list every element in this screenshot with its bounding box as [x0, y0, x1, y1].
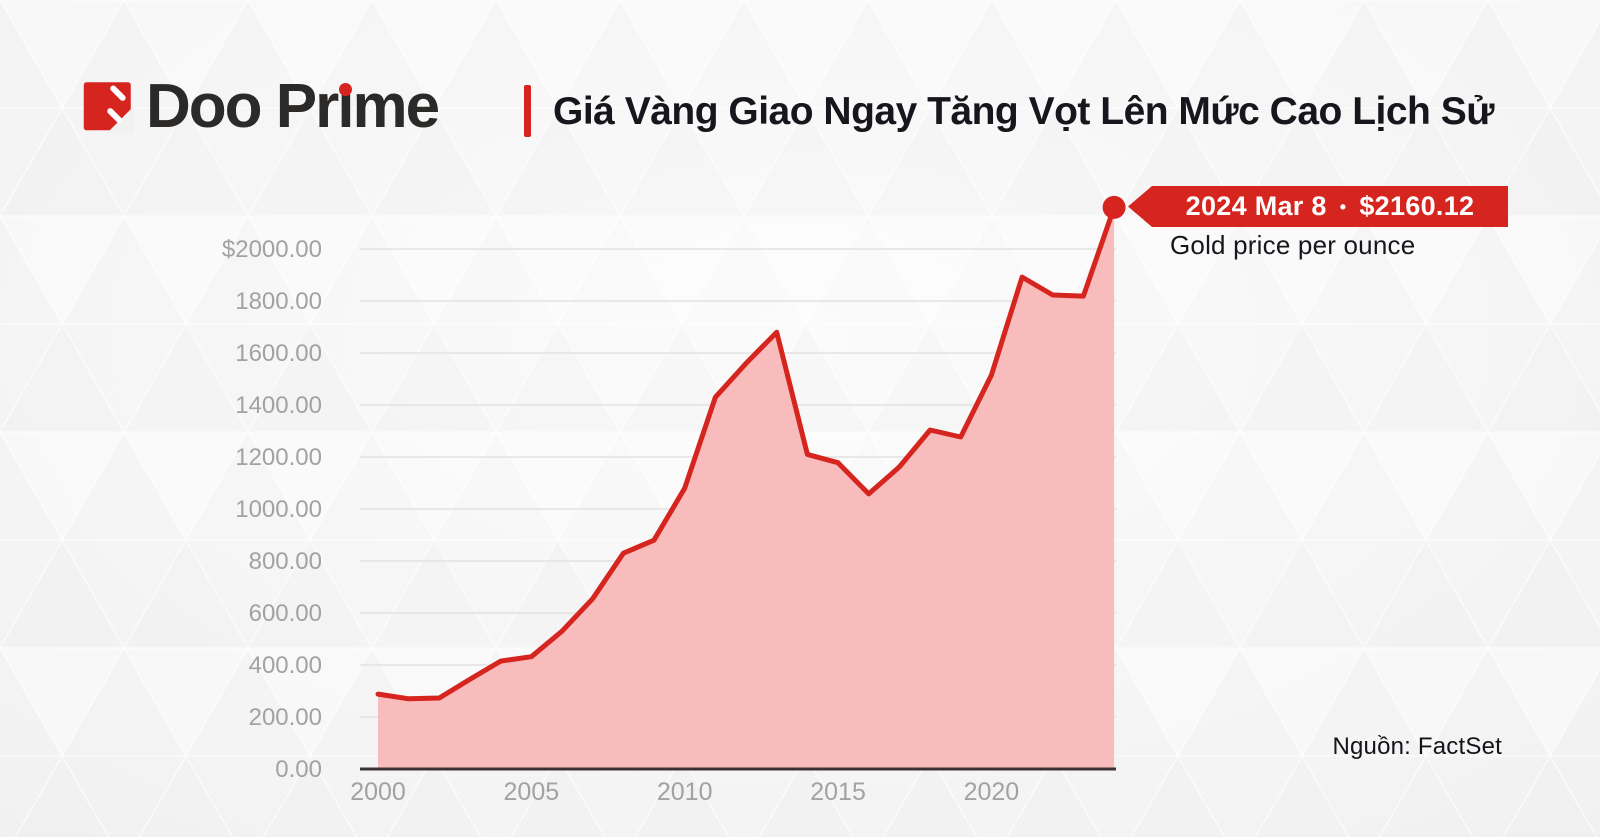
y-tick-label: 0.00 — [275, 756, 322, 783]
y-tick-label: $2000.00 — [222, 236, 322, 263]
y-tick-label: 1000.00 — [235, 496, 322, 523]
callout-date: 2024 Mar 8 — [1185, 191, 1327, 221]
logo-slash-bottom — [107, 108, 122, 123]
y-tick-label: 1600.00 — [235, 340, 322, 367]
x-tick-label: 2010 — [657, 778, 713, 806]
callout-price: $2160.12 — [1359, 191, 1475, 221]
wordmark-i-red-dot: ı — [337, 76, 354, 138]
doo-prime-logo-icon — [83, 82, 134, 133]
x-tick-label: 2005 — [504, 778, 560, 806]
doo-prime-wordmark: Doo Prıme — [146, 76, 440, 138]
logo-slash-top — [110, 85, 126, 101]
callout-subtitle: Gold price per ounce — [1170, 230, 1416, 260]
page-title: Giá Vàng Giao Ngay Tăng Vọt Lên Mức Cao … — [553, 90, 1494, 133]
y-tick-label: 600.00 — [249, 600, 322, 627]
wordmark-text-pre: Doo Pr — [146, 72, 339, 141]
x-tick-label: 2000 — [350, 778, 406, 806]
y-tick-label: 400.00 — [249, 652, 322, 679]
price-line — [375, 204, 1117, 702]
y-tick-label: 1400.00 — [235, 392, 322, 419]
x-tick-label: 2015 — [810, 778, 866, 806]
callout-bullet-icon: • — [1339, 197, 1347, 217]
y-axis-labels: $2000.00 1800.00 1600.00 1400.00 1200.00 1000… — [222, 236, 322, 783]
y-tick-label: 800.00 — [249, 548, 322, 575]
area-fill — [378, 207, 1115, 769]
y-tick-label: 1800.00 — [235, 288, 322, 315]
y-tick-label: 200.00 — [249, 704, 322, 731]
x-axis-labels: 2000 2005 2010 2015 2020 — [350, 778, 1019, 806]
price-callout-badge: 2024 Mar 8 • $2160.12 — [1128, 186, 1508, 227]
y-tick-label: 1200.00 — [235, 444, 322, 471]
wordmark-text-post: me — [352, 72, 440, 141]
source-note: Nguồn: FactSet — [1332, 733, 1502, 760]
x-tick-label: 2020 — [964, 778, 1020, 806]
endpoint-marker-dot — [1102, 195, 1126, 219]
header-divider-bar — [524, 85, 531, 137]
